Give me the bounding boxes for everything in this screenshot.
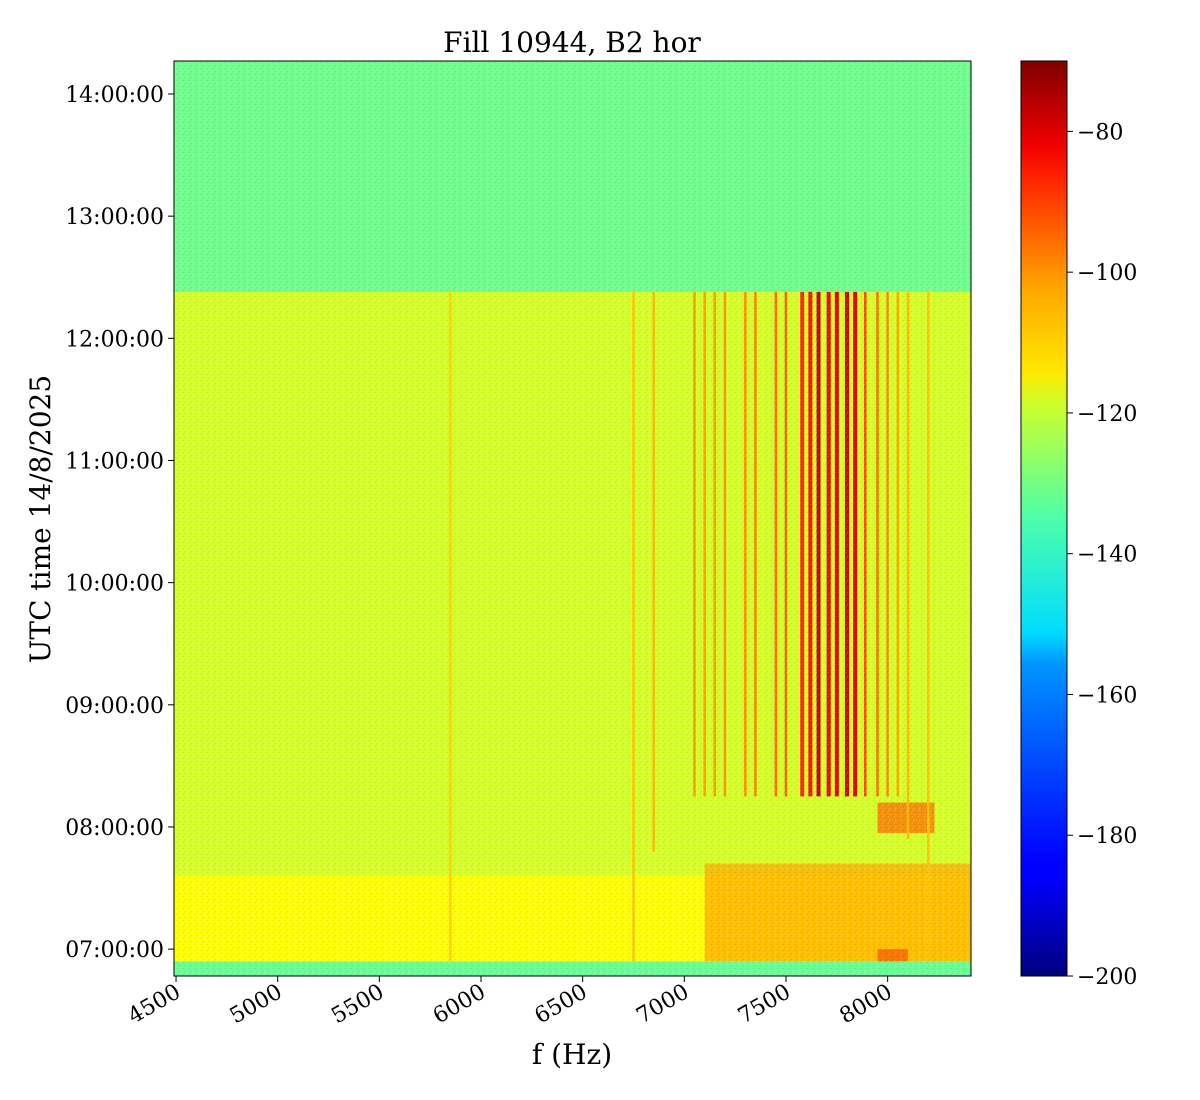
colorbar-tick-label: −140 — [1077, 543, 1137, 568]
x-tick-label: 6000 — [429, 980, 490, 1030]
x-tick-label: 6500 — [531, 980, 592, 1030]
colorbar-tick-label: −80 — [1077, 120, 1123, 145]
colorbar-tick-label: −160 — [1077, 683, 1137, 708]
y-tick-label: 10:00:00 — [65, 572, 164, 597]
x-tick-label: 5000 — [226, 980, 287, 1030]
y-tick-label: 08:00:00 — [65, 816, 164, 841]
plot-frame — [173, 60, 972, 977]
x-tick-label: 7500 — [734, 980, 795, 1030]
y-tick-label: 14:00:00 — [65, 83, 164, 108]
x-tick-label: 5500 — [327, 980, 388, 1030]
x-axis-label: f (Hz) — [532, 1038, 612, 1071]
chart-title: Fill 10944, B2 hor — [443, 26, 701, 59]
x-axis: 4500 5000 5500 6000 6500 7000 7500 8000 — [124, 976, 897, 1029]
heatmap-noise — [174, 61, 971, 976]
y-tick-label: 09:00:00 — [65, 694, 164, 719]
colorbar — [1020, 60, 1068, 977]
colorbar-tick-label: −180 — [1077, 824, 1137, 849]
colorbar-axis: −80 −100 −120 −140 −160 −180 −200 — [1067, 120, 1137, 990]
y-tick-label: 11:00:00 — [65, 449, 164, 474]
heatmap-area — [174, 61, 971, 976]
x-tick-label: 7000 — [632, 980, 693, 1030]
x-tick-label: 8000 — [836, 980, 897, 1030]
colorbar-tick-label: −200 — [1077, 965, 1137, 990]
y-axis: 07:00:00 08:00:00 09:00:00 10:00:00 11:00:00… — [65, 83, 174, 963]
x-tick-label: 4500 — [124, 980, 185, 1030]
y-tick-label: 13:00:00 — [65, 205, 164, 230]
colorbar-tick-label: −100 — [1077, 261, 1137, 286]
colorbar-tick-label: −120 — [1077, 402, 1137, 427]
y-tick-label: 07:00:00 — [65, 938, 164, 963]
y-tick-label: 12:00:00 — [65, 327, 164, 352]
y-axis-label: UTC time 14/8/2025 — [24, 375, 57, 663]
